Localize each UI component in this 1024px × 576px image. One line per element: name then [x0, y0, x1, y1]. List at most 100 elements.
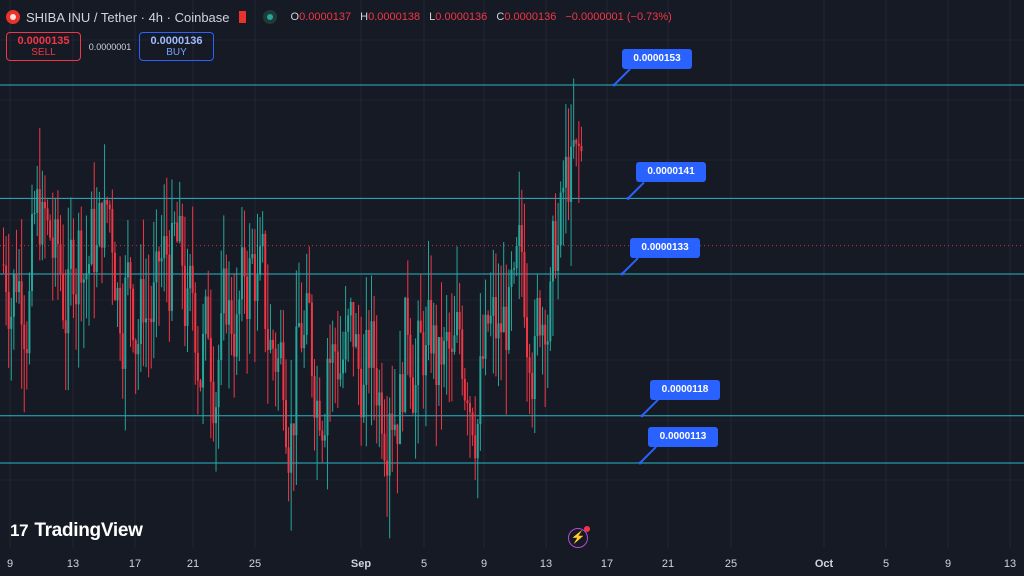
candle	[295, 270, 298, 485]
market-status-icon[interactable]	[262, 10, 277, 24]
candle	[515, 237, 518, 277]
candle	[526, 263, 529, 402]
candle	[264, 230, 267, 353]
candle-body	[422, 332, 425, 376]
candle	[448, 312, 451, 403]
level-price-tag[interactable]: 0.0000141	[636, 162, 706, 183]
candle	[458, 282, 461, 355]
candle-body	[378, 392, 381, 406]
candle-body	[93, 208, 96, 273]
level-price-tag[interactable]: 0.0000133	[630, 238, 700, 258]
candle	[137, 319, 140, 390]
candle	[422, 310, 425, 409]
candle-body	[344, 331, 347, 360]
level-tag-pointer	[621, 257, 639, 275]
candle-body	[113, 252, 116, 301]
candle	[334, 327, 337, 404]
candle-body	[108, 204, 111, 210]
candle	[233, 273, 236, 398]
candle	[41, 170, 44, 261]
candle-body	[18, 281, 21, 293]
candle	[430, 255, 433, 373]
candle-body	[253, 254, 256, 301]
candle	[481, 314, 484, 369]
candle-body	[494, 297, 497, 339]
candle	[147, 254, 150, 378]
candle-body	[279, 342, 282, 359]
buy-button[interactable]: 0.0000136 BUY	[139, 32, 214, 61]
lightning-icon[interactable]: ⚡	[568, 526, 590, 548]
candle	[344, 285, 347, 373]
candle-body	[554, 221, 557, 271]
buy-price: 0.0000136	[150, 34, 203, 47]
candle-body	[305, 293, 308, 335]
candle-body	[256, 274, 259, 301]
x-tick-label: 9	[480, 558, 488, 570]
candle-body	[507, 287, 510, 351]
candle	[106, 196, 109, 224]
candle-body	[28, 291, 31, 354]
candle	[533, 299, 536, 434]
level-anchor-dot	[612, 83, 616, 87]
candle	[235, 267, 238, 375]
trade-panel: 0.0000135 SELL 0.0000001 0.0000136 BUY	[6, 32, 214, 61]
candle	[500, 265, 503, 381]
sell-button[interactable]: 0.0000135 SELL	[6, 32, 81, 61]
candle	[427, 240, 430, 361]
symbol-title[interactable]: SHIBA INU / Tether · 4h · Coinbase	[26, 9, 230, 25]
candle-body	[430, 299, 433, 354]
candle	[238, 290, 241, 362]
candle	[316, 365, 319, 481]
candle	[463, 367, 466, 411]
candle-body	[349, 301, 352, 316]
flag-icon[interactable]	[238, 11, 246, 23]
candle	[339, 316, 342, 387]
candle-body	[207, 296, 210, 338]
candle	[329, 324, 332, 422]
tradingview-logo[interactable]: 17 TradingView	[10, 520, 143, 542]
candle-body	[541, 324, 544, 336]
candle	[541, 306, 544, 375]
candle	[5, 236, 8, 326]
candle	[75, 268, 78, 350]
candle	[399, 330, 402, 445]
candle-body	[215, 407, 218, 424]
candle-body	[54, 219, 57, 258]
candle-body	[557, 245, 560, 271]
candle	[297, 262, 300, 328]
candle-body	[399, 374, 402, 444]
candle	[181, 203, 184, 310]
candle-body	[95, 244, 98, 273]
candle-body	[139, 279, 142, 345]
candle	[38, 127, 41, 261]
candle-body	[170, 223, 173, 311]
candle	[163, 184, 166, 292]
candle	[261, 211, 264, 263]
candle	[82, 273, 85, 349]
candle	[546, 314, 549, 388]
candle	[207, 270, 210, 340]
candle-body	[297, 323, 300, 327]
candle	[380, 362, 383, 459]
candle-body	[476, 424, 479, 459]
level-anchor-dot	[638, 461, 642, 465]
level-price-tag[interactable]: 0.0000118	[650, 379, 720, 400]
candle	[139, 244, 142, 372]
candle-body	[386, 460, 389, 476]
candle-body	[564, 156, 567, 188]
x-tick-label: 13	[539, 558, 553, 570]
level-anchor-dot	[626, 196, 630, 200]
candle	[113, 241, 116, 301]
sell-price: 0.0000135	[17, 34, 70, 47]
candle-body	[510, 269, 513, 288]
candle	[401, 362, 404, 432]
level-price-tag[interactable]: 0.0000113	[648, 426, 718, 447]
candle	[246, 250, 249, 374]
level-price-tag[interactable]: 0.0000153	[622, 49, 692, 70]
candle-body	[147, 318, 150, 320]
candle-body	[471, 412, 474, 436]
candle-body	[380, 392, 383, 434]
candle-body	[367, 329, 370, 368]
candle	[251, 228, 254, 264]
